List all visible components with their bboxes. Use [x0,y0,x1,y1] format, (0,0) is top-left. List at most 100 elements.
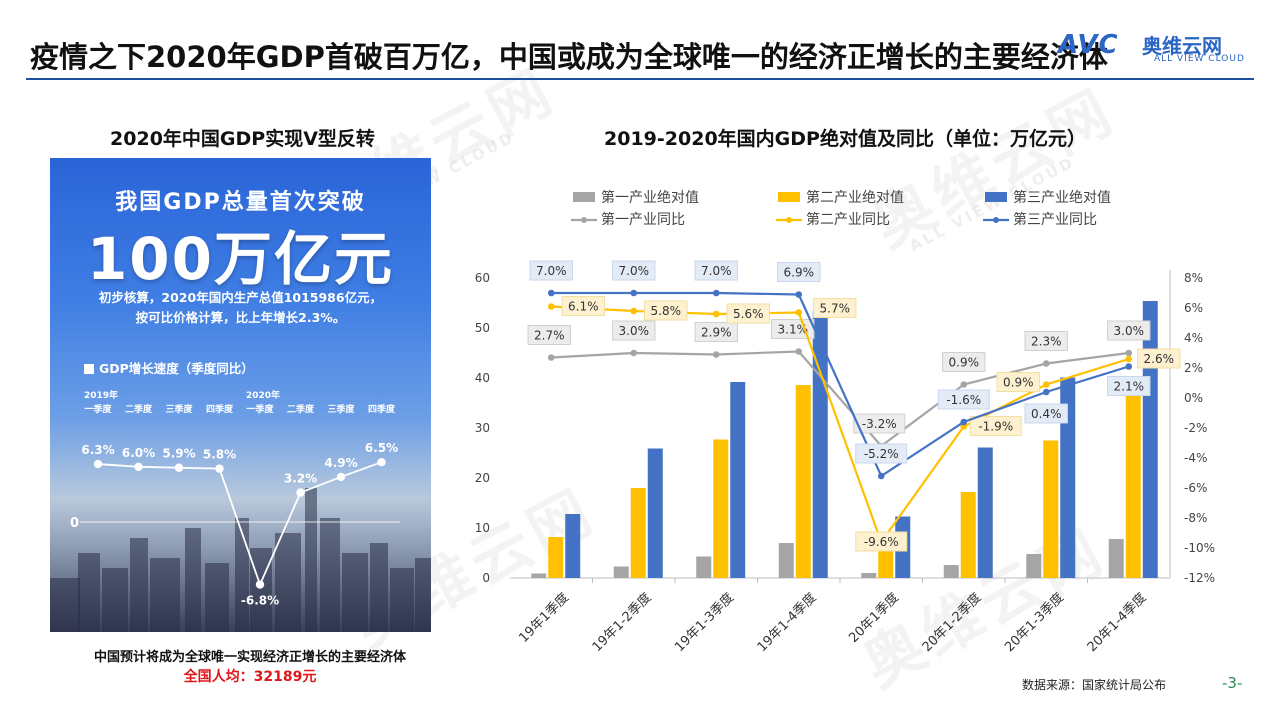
legend-label: 第一产业同比 [601,211,685,228]
data-label: 0.9% [1003,376,1034,390]
quarter-label: 一季度 [84,403,112,415]
legend-swatch [985,192,1007,202]
left-tick-label: 30 [475,421,490,435]
bar [1108,539,1124,578]
data-label: 5.6% [733,307,764,321]
poster-legend: GDP增长速度（季度同比） [84,358,254,377]
page-title: 疫情之下2020年GDP首破百万亿，中国或成为全球唯一的经济正增长的主要经济体 [30,40,1108,74]
quarter-label: 三季度 [165,403,193,415]
series-point [795,291,803,298]
quarter-label: 一季度 [246,403,274,415]
zero-label: 0 [70,516,79,531]
poster-description: 初步核算，2020年国内生产总值1015986亿元， 按可比价格计算，比上年增长… [50,288,431,328]
data-label: 0.4% [1031,407,1062,421]
title-divider [26,78,1254,80]
right-tick-label: -4% [1184,451,1207,465]
data-label: 3.0% [1114,324,1145,338]
series-point [630,349,638,357]
growth-point [134,462,143,471]
building [275,533,301,632]
bar [977,447,993,578]
note-projection: 中国预计将成为全球唯一实现经济正增长的主要经济体 [93,650,406,665]
data-label-box [1024,403,1068,424]
right-tick-label: 8% [1184,271,1203,285]
growth-line [97,461,382,588]
building [342,553,368,632]
data-label: 5.7% [820,302,851,316]
growth-label: -6.8% [241,594,279,608]
legend-swatch [778,192,800,202]
bar [548,537,564,578]
series-point [712,289,720,297]
bar [861,573,877,578]
logo-brand: 奥维云网 [1142,34,1222,58]
series-point [795,348,803,355]
data-label: 6.9% [784,266,815,280]
legend-label: 第三产业同比 [1013,211,1097,228]
bar [696,556,712,578]
year-label: 2019年 [84,389,118,401]
data-label-box [612,260,656,281]
growth-point [255,580,265,589]
legend-swatch [573,192,595,202]
chart-title: 2019-2020年国内GDP绝对值及同比（单位：万亿元） [604,128,1086,150]
left-tick-label: 60 [475,271,490,285]
category-label: 19年1-4季度 [754,590,820,656]
bar [795,385,811,578]
series-point [1042,381,1050,388]
category-label: 19年1-3季度 [671,590,737,656]
gdp-chart: 0 10 20 30 40 50 60 -12% -10% -8% -6% -4% -2% 0% 2% 4% 6… [475,189,1215,656]
growth-label: 6.3% [81,443,114,457]
series-line [551,350,1129,448]
data-label: 0.9% [949,356,980,370]
bar [960,492,976,578]
right-tick-label: -10% [1184,541,1215,555]
bar [1125,386,1141,578]
data-label: -3.2% [862,417,897,431]
right-tick-label: 2% [1184,361,1203,375]
logo-subtitle: ALL VIEW CLOUD [1154,54,1245,64]
data-label-box [1107,376,1151,396]
series-point [1125,363,1133,370]
bar [812,311,828,578]
category-label: 19年1-2季度 [589,590,655,656]
series-point [1125,349,1133,357]
data-label-box [1107,320,1151,341]
data-label: 7.0% [701,264,732,278]
quarter-label: 四季度 [206,403,234,415]
series-point [1042,388,1050,396]
growth-label: 6.0% [122,446,155,460]
right-tick-label: -2% [1184,421,1207,435]
note-per-capita: 全国人均：32189元 [183,669,317,685]
legend-marker [581,217,587,223]
quarter-label: 二季度 [125,403,153,415]
year-label: 2020年 [246,389,280,401]
building [370,543,388,632]
series-point [547,289,555,297]
series-point [547,354,555,361]
series-point [547,303,555,310]
building [250,548,272,632]
bar [1026,554,1042,578]
right-tick-label: 6% [1184,301,1203,315]
legend-swatch [84,364,94,374]
data-label: 7.0% [619,264,650,278]
left-tick-label: 10 [475,521,490,535]
right-tick-label: 4% [1184,331,1203,345]
growth-point [296,488,305,497]
right-tick-label: 0% [1184,391,1203,405]
legend-label: 第二产业同比 [806,211,890,228]
legend-label: 第一产业绝对值 [601,189,699,206]
data-label-box [937,389,990,410]
data-label: 6.1% [568,300,599,314]
legend-label: 第二产业绝对值 [806,189,904,206]
series-point [877,472,885,480]
left-tick-label: 0 [482,571,490,585]
building [130,538,148,632]
data-source: 数据来源：国家统计局公布 [1022,678,1167,692]
growth-point [215,464,224,473]
left-tick-label: 40 [475,371,490,385]
building [150,558,180,632]
building [320,518,340,632]
growth-label: 6.5% [365,441,398,455]
